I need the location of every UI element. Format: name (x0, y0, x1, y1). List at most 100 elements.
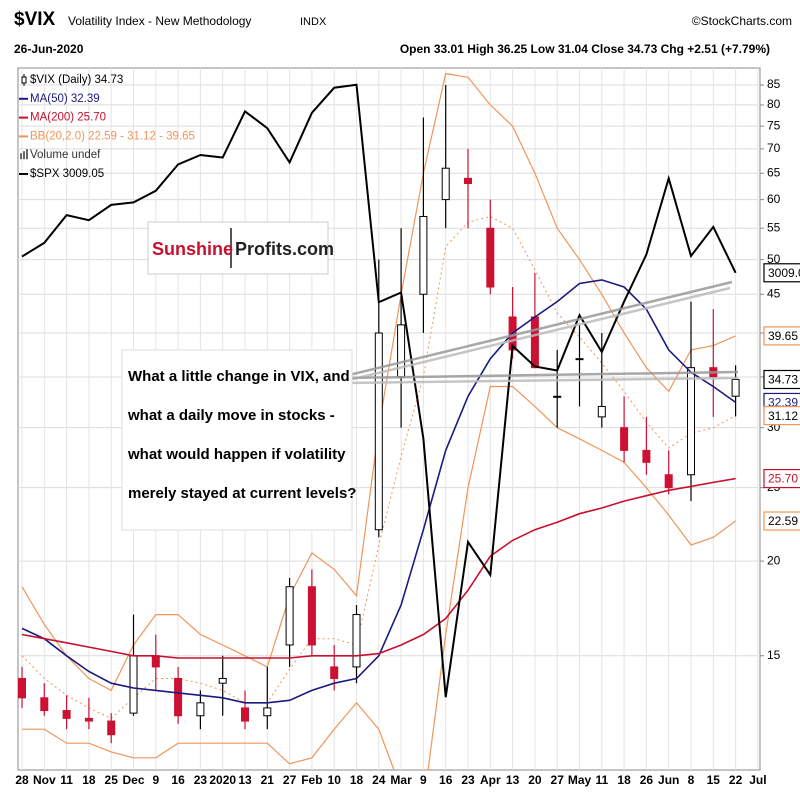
price-tag-box (763, 326, 800, 346)
price-tag-label: 3009.05 (768, 266, 800, 280)
x-tick-label: 27 (551, 773, 565, 787)
legend-label: Volume undef (30, 149, 101, 161)
y-tick-label: 70 (767, 141, 781, 155)
price-tag-box (763, 406, 800, 426)
candle-body (486, 227, 495, 288)
x-tick-label: 8 (688, 773, 695, 787)
trend-line (344, 280, 733, 378)
y-tick-label: 65 (767, 165, 781, 179)
candle-body (285, 586, 294, 646)
candle-body (731, 378, 740, 397)
y-tick-label: 60 (767, 192, 781, 206)
candle-body (374, 332, 383, 531)
legend-label: MA(200) 25.70 (30, 112, 106, 124)
candle-body (40, 697, 49, 712)
candle-body (597, 405, 606, 418)
plot (18, 72, 740, 770)
x-tick-label: Nov (33, 773, 56, 787)
date: 26-Jun-2020 (14, 42, 84, 56)
spx-line (21, 83, 737, 698)
y-tick-label: 80 (767, 97, 781, 111)
x-tick-label: Jul (749, 773, 766, 787)
candle-body (107, 720, 116, 736)
candle-body (553, 395, 562, 398)
logo-box (147, 221, 329, 275)
legend-icon (21, 76, 27, 84)
price-tag-label: 31.12 (768, 409, 798, 423)
x-tick-label: 10 (328, 773, 342, 787)
x-tick-label: 25 (105, 773, 119, 787)
y-tick-label: 15 (767, 648, 781, 662)
legend-label: $VIX (Daily) 34.73 (30, 74, 123, 86)
trend-line (344, 286, 731, 383)
x-tick-label: 16 (171, 773, 185, 787)
x-tick-label: 18 (350, 773, 364, 787)
price-tag-label: 39.65 (768, 329, 798, 343)
source: ©StockCharts.com (692, 14, 792, 28)
legend-icon (20, 153, 22, 160)
bb-lower (22, 385, 736, 770)
quote: Open 33.01 High 36.25 Low 31.04 Close 34… (400, 42, 770, 56)
candle-body (352, 614, 361, 668)
candle-body (84, 717, 93, 722)
x-tick-label: 15 (707, 773, 721, 787)
candle-body (642, 449, 651, 463)
logo-domain: Profits.com (235, 239, 334, 259)
y-tick-label: 50 (767, 252, 781, 266)
candle-body (241, 707, 249, 722)
x-tick-label: 11 (60, 773, 73, 787)
candle-body (218, 677, 227, 684)
price-tag-box (763, 511, 800, 531)
x-tick-label: Jun (658, 773, 679, 787)
x-tick-label: 28 (15, 773, 29, 787)
y-tick-label: 85 (767, 77, 781, 91)
annotation-line: what a daily move in stocks - (127, 407, 335, 424)
axes: 15202530354045505560657075808528Nov11182… (15, 77, 780, 787)
x-tick-label: 23 (194, 773, 208, 787)
x-tick-label: May (568, 773, 592, 787)
x-tick-label: Mar (390, 773, 412, 787)
trend-line (344, 370, 739, 380)
candle-body (174, 677, 183, 717)
y-tick-label: 75 (767, 118, 781, 132)
candle-body (441, 167, 450, 201)
candle-body (575, 358, 584, 361)
x-tick-label: 13 (238, 773, 252, 787)
y-tick-label: 45 (767, 286, 781, 300)
candle-body (62, 710, 71, 719)
x-tick-label: 18 (82, 773, 96, 787)
candle-body (330, 666, 339, 679)
x-tick-label: 13 (506, 773, 520, 787)
x-tick-label: 26 (640, 773, 654, 787)
x-tick-label: Feb (301, 773, 322, 787)
y-tick-label: 20 (767, 553, 781, 567)
annotation-line: merely stayed at current levels? (128, 485, 356, 502)
candle-body (464, 177, 472, 185)
legend: $VIX (Daily) 34.73 MA(50) 32.39 MA(200) 25… (19, 74, 195, 180)
annotation-line: what would happen if volatility (127, 446, 346, 463)
annotation: What a little change in VIX, and what a d… (127, 368, 356, 502)
logo-brand: Sunshine (152, 239, 233, 259)
ma-line (21, 477, 736, 659)
x-tick-label: 24 (372, 773, 386, 787)
legend-label: BB(20,2.0) 22.59 - 31.12 - 39.65 (30, 130, 195, 142)
legend-label: MA(50) 32.39 (30, 93, 100, 105)
x-tick-label: 20 (528, 773, 542, 787)
x-tick-label: 16 (439, 773, 453, 787)
x-tick-label: 18 (617, 773, 631, 787)
candle-body (419, 215, 428, 295)
x-tick-label: Dec (122, 773, 144, 787)
candle-body (151, 655, 160, 668)
legend-label: $SPX 3009.05 (30, 168, 104, 180)
trend-line (344, 376, 739, 385)
ma-line (21, 279, 737, 704)
annotation-box (121, 349, 353, 531)
price-tag-box (763, 468, 800, 489)
y-tick-label: 55 (767, 220, 781, 234)
candle-body (129, 655, 138, 714)
price-tag-label: 22.59 (768, 514, 798, 528)
trend-lines (344, 280, 739, 385)
annotation-line: What a little change in VIX, and (128, 368, 350, 385)
legend-icon (26, 149, 28, 160)
